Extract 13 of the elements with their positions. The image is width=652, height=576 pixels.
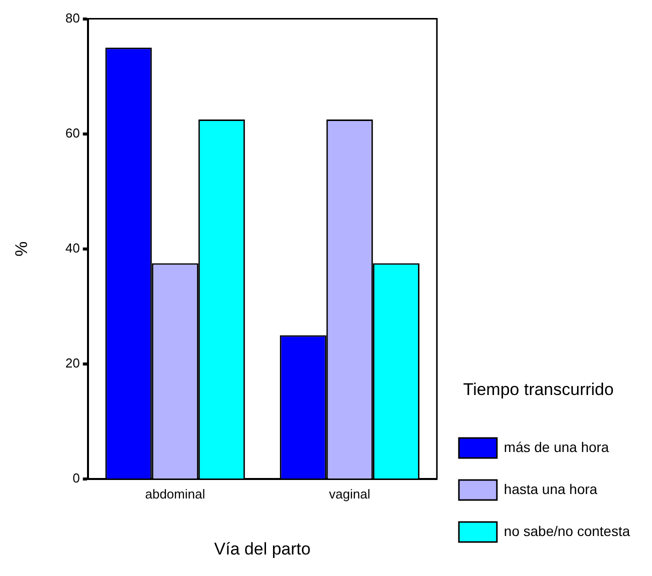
legend-label: más de una hora <box>504 438 610 455</box>
y-axis-title: % <box>12 241 31 256</box>
legend-label: no sabe/no contesta <box>504 522 630 539</box>
legend-title: Tiempo transcurrido <box>463 380 614 399</box>
legend-label: hasta una hora <box>504 480 598 497</box>
y-tick-label: 0 <box>72 470 80 486</box>
x-tick-label: abdominal <box>145 486 206 502</box>
y-tick-label: 60 <box>65 125 80 140</box>
x-tick-label: vaginal <box>329 486 370 502</box>
y-tick-label: 80 <box>65 10 80 26</box>
x-axis-title: Vía del parto <box>214 539 311 558</box>
y-tick-label: 20 <box>65 356 80 371</box>
y-tick-label: 40 <box>65 240 80 256</box>
